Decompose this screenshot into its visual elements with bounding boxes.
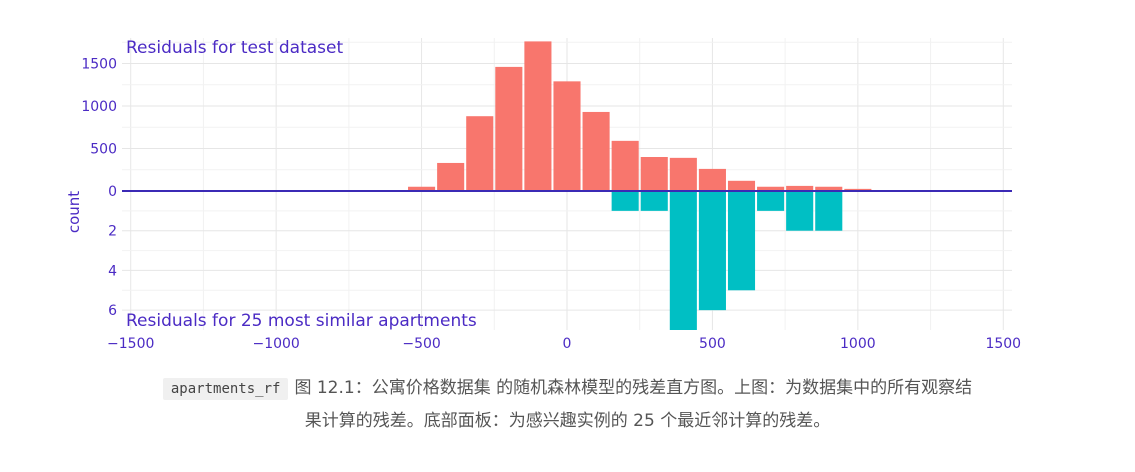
histogram-bar-top: [844, 188, 872, 191]
caption-line-2: 果计算的残差。底部面板：为感兴趣实例的 25 个最近邻计算的残差。: [304, 411, 831, 431]
y-tick-label-bottom: 6: [108, 303, 117, 319]
histogram-bar-bottom: [757, 191, 785, 211]
histogram-bar-bottom: [786, 191, 814, 231]
histogram-bar-top: [466, 116, 494, 191]
y-tick-label-bottom: 4: [108, 263, 117, 279]
x-tick-label: −1000: [252, 336, 299, 352]
x-tick-label: −500: [402, 336, 440, 352]
histogram-bar-bottom: [727, 191, 756, 291]
y-tick-label-top: 500: [90, 142, 117, 158]
x-tick-label: 1000: [840, 336, 876, 352]
histogram-bar-top: [640, 157, 668, 191]
y-tick-label-top: 0: [108, 184, 117, 200]
residuals-histogram-chart: −1500 −1000 −500 0 500 1000 1500 0 500 1000 1500 2 4…: [65, 38, 1021, 353]
histogram-bar-bottom: [611, 191, 639, 211]
y-tick-label-top: 1000: [81, 99, 117, 115]
histogram-bar-bottom: [815, 191, 843, 231]
histogram-bar-top: [553, 81, 581, 191]
x-tick-label: 500: [699, 336, 726, 352]
x-tick-label: −1500: [107, 336, 154, 352]
y-tick-label-top: 1500: [81, 57, 117, 73]
caption-code: apartments_rf: [162, 378, 289, 400]
top-panel-title: Residuals for test dataset: [126, 38, 343, 58]
bottom-panel-title: Residuals for 25 most similar apartments: [126, 311, 477, 331]
x-tick-label: 0: [563, 336, 572, 352]
histogram-bar-top: [495, 66, 523, 191]
histogram-bar-top: [757, 186, 785, 191]
histogram-bar-top: [698, 168, 726, 191]
y-tick-label-bottom: 2: [108, 224, 117, 240]
histogram-bar-top: [786, 185, 814, 191]
histogram-bar-top: [727, 180, 756, 191]
histogram-bar-bottom: [669, 191, 697, 330]
figure-caption: apartments_rf 图 12.1：公寓价格数据集 的随机森林模型的残差直方…: [0, 372, 1135, 437]
axis-tick-labels: −1500 −1000 −500 0 500 1000 1500 0 500 1000 1500 2 4…: [81, 57, 1021, 353]
caption-text-1: 图 12.1：公寓价格数据集 的随机森林模型的残差直方图。上图：为数据集中的所有…: [294, 378, 973, 398]
histogram-bar-top: [408, 186, 436, 191]
histogram-bar-top: [524, 41, 552, 192]
histogram-bar-top: [611, 140, 639, 191]
x-tick-label: 1500: [985, 336, 1021, 352]
histogram-bar-top: [582, 111, 610, 191]
histogram-bar-top: [815, 186, 843, 191]
y-axis-label: count: [65, 191, 83, 233]
histogram-bar-top: [669, 157, 697, 191]
histogram-bar-top: [437, 162, 465, 191]
caption-line-1: apartments_rf 图 12.1：公寓价格数据集 的随机森林模型的残差直方…: [0, 372, 1135, 405]
histogram-bars: [408, 41, 872, 330]
histogram-bar-bottom: [640, 191, 668, 211]
histogram-bar-bottom: [698, 191, 726, 311]
